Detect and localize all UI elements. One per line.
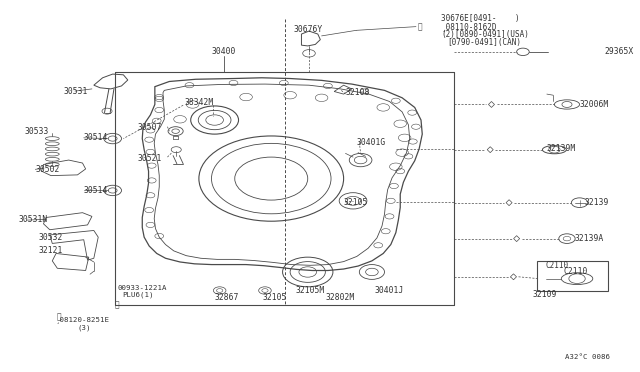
Text: 32105: 32105 xyxy=(262,293,287,302)
Text: [0790-0491](CAN): [0790-0491](CAN) xyxy=(447,38,522,48)
Text: 30507: 30507 xyxy=(138,123,162,132)
Text: 30514: 30514 xyxy=(84,133,108,142)
Text: Ⓑ: Ⓑ xyxy=(56,312,61,321)
Text: 32105: 32105 xyxy=(344,198,368,207)
Text: 30521: 30521 xyxy=(138,154,162,163)
Text: 32006M: 32006M xyxy=(580,100,609,109)
Text: 32139M: 32139M xyxy=(547,144,576,153)
Text: C2110: C2110 xyxy=(563,267,588,276)
Text: 30676E[0491-    ): 30676E[0491- ) xyxy=(441,14,520,23)
Text: 30532: 30532 xyxy=(38,232,63,242)
Text: (2)[0890-0491](USA): (2)[0890-0491](USA) xyxy=(441,30,529,39)
Text: 30533: 30533 xyxy=(24,127,49,137)
Text: 32867: 32867 xyxy=(214,293,239,302)
Text: 30400: 30400 xyxy=(212,47,236,56)
Text: ¸08110-8162D: ¸08110-8162D xyxy=(441,22,497,31)
Text: 00933-1221A: 00933-1221A xyxy=(117,285,166,291)
Text: Ⓑ: Ⓑ xyxy=(115,301,120,310)
Text: 30531N: 30531N xyxy=(19,215,47,224)
Text: A32°C 0086: A32°C 0086 xyxy=(564,354,610,360)
Text: 32121: 32121 xyxy=(38,246,63,255)
Text: 30401G: 30401G xyxy=(357,138,386,147)
Text: 32802M: 32802M xyxy=(325,293,355,302)
Text: Ⓑ: Ⓑ xyxy=(418,22,422,31)
Text: 32139A: 32139A xyxy=(575,234,604,243)
Text: 30514: 30514 xyxy=(84,186,108,195)
Text: 30502: 30502 xyxy=(35,165,60,174)
Text: 32139: 32139 xyxy=(584,198,609,207)
Text: 32105M: 32105M xyxy=(295,286,324,295)
Text: 29365X: 29365X xyxy=(605,47,634,56)
Text: 30676Y: 30676Y xyxy=(293,25,323,34)
Text: C2110: C2110 xyxy=(545,261,569,270)
Text: 38342M: 38342M xyxy=(184,98,214,107)
Text: (3): (3) xyxy=(77,324,91,331)
Text: 32109: 32109 xyxy=(532,290,557,299)
Text: ¸08120-8251E: ¸08120-8251E xyxy=(56,316,110,323)
Text: PLU6(1): PLU6(1) xyxy=(122,292,154,298)
Text: 30401J: 30401J xyxy=(374,286,404,295)
Text: 32108: 32108 xyxy=(346,88,370,97)
Text: 30531: 30531 xyxy=(63,87,88,96)
